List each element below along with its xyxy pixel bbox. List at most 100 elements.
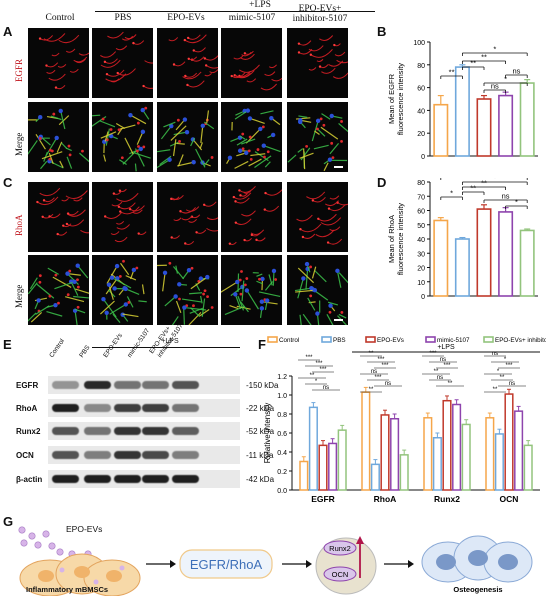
row-label-egfr: EGFR bbox=[14, 58, 24, 82]
chart-b-egfr-intensity: 0 20 40 60 80 100 Mean of EGFRfluorescence int… bbox=[387, 40, 538, 161]
sig-label: ns bbox=[437, 375, 443, 381]
micrograph-tile bbox=[287, 182, 348, 252]
y-axis-label: Relative intensity bbox=[263, 403, 272, 463]
sig-label: ns bbox=[502, 192, 510, 201]
sig-label: ns bbox=[371, 369, 377, 375]
bar bbox=[476, 98, 492, 157]
legend-swatch bbox=[425, 336, 436, 343]
wb-lane-control: Control bbox=[48, 337, 67, 359]
wb-band bbox=[84, 427, 111, 435]
sig-label: ** bbox=[481, 179, 487, 188]
y-tick-label: 40 bbox=[417, 237, 425, 244]
legend-swatch bbox=[321, 336, 332, 343]
legend-entry: PBS bbox=[333, 337, 346, 344]
micrograph-tile bbox=[28, 102, 89, 172]
y-tick-label: 80 bbox=[417, 180, 425, 187]
wb-lps-line bbox=[92, 347, 240, 348]
wb-lane-pbs: PBS bbox=[78, 344, 92, 359]
y-tick-label: 30 bbox=[417, 251, 425, 258]
wb-band bbox=[84, 404, 111, 412]
wb-label-bactin: β-actin bbox=[16, 475, 43, 484]
legend-entry: Control bbox=[279, 337, 299, 344]
micrograph-tile bbox=[287, 255, 348, 325]
y-tick-label: 1.0 bbox=[277, 393, 287, 400]
arrow-3 bbox=[384, 560, 414, 568]
ocn-label: OCN bbox=[332, 570, 349, 579]
wb-band bbox=[172, 381, 199, 389]
micrograph-tile bbox=[92, 102, 153, 172]
row-label-rhoa: RhoA bbox=[14, 214, 24, 236]
y-tick-label: 60 bbox=[417, 86, 425, 93]
y-tick-label: 0 bbox=[421, 294, 425, 301]
panel-letter-a: A bbox=[3, 24, 13, 39]
bar bbox=[498, 94, 514, 157]
col-mimic: mimic-5107 bbox=[228, 13, 276, 23]
sig-label: *** bbox=[443, 363, 451, 369]
micrograph-tile bbox=[221, 255, 282, 325]
lps-header-line bbox=[95, 11, 375, 12]
sig-label: ** bbox=[470, 184, 476, 193]
wb-band bbox=[114, 427, 141, 435]
bar bbox=[380, 414, 390, 491]
nucleus-diagram bbox=[315, 536, 377, 595]
sig-label: * bbox=[450, 189, 453, 198]
micrograph-tile bbox=[287, 28, 348, 98]
legend-swatch bbox=[483, 336, 494, 343]
sig-label: *** bbox=[374, 375, 382, 381]
y-axis-label: Mean of EGFRfluorescence intensity bbox=[387, 63, 405, 135]
bar bbox=[399, 454, 409, 491]
sig-label: ** bbox=[448, 381, 453, 387]
bar bbox=[452, 403, 462, 491]
sig-label: ** bbox=[449, 68, 455, 77]
wb-band bbox=[172, 475, 199, 483]
wb-kda-ocn: -11 kDa bbox=[246, 451, 274, 460]
sig-label: ns bbox=[323, 385, 329, 391]
micrograph-tile bbox=[221, 28, 282, 98]
micrograph-tile bbox=[157, 182, 218, 252]
cells-label: Inflammatory mBMSCs bbox=[26, 585, 108, 594]
legend-swatch bbox=[267, 336, 278, 343]
panel-letter-e: E bbox=[3, 337, 12, 352]
sig-label: ns bbox=[492, 351, 498, 357]
sig-label: ** bbox=[481, 53, 487, 62]
bar bbox=[454, 238, 470, 297]
panel-letter-c: C bbox=[3, 175, 13, 190]
sig-label: ** bbox=[470, 59, 476, 68]
wb-label-egfr: EGFR bbox=[16, 381, 39, 390]
wb-band bbox=[172, 427, 199, 435]
micrograph-tile bbox=[28, 255, 89, 325]
sig-label: *** bbox=[319, 367, 327, 373]
wb-label-runx2: Runx2 bbox=[16, 427, 41, 436]
sig-label: ** bbox=[493, 387, 498, 393]
sig-label: ns bbox=[385, 381, 391, 387]
sig-label: * bbox=[493, 178, 496, 183]
micrograph-tile bbox=[157, 255, 218, 325]
bar bbox=[337, 429, 347, 491]
wb-label-ocn: OCN bbox=[16, 451, 34, 460]
bar bbox=[433, 219, 449, 297]
sig-label: *** bbox=[315, 361, 323, 367]
sig-label: * bbox=[497, 369, 500, 375]
bar bbox=[423, 417, 433, 491]
arrow-2 bbox=[282, 560, 312, 568]
sig-label: ** bbox=[310, 373, 315, 379]
sig-label: * bbox=[493, 45, 496, 54]
y-tick-label: 70 bbox=[417, 194, 425, 201]
sig-label: *** bbox=[429, 351, 437, 357]
y-tick-label: 0.0 bbox=[277, 488, 287, 495]
bar bbox=[485, 417, 495, 491]
bar bbox=[494, 433, 504, 491]
sig-label: *** bbox=[377, 357, 385, 363]
y-tick-label: 100 bbox=[413, 40, 425, 47]
bar bbox=[476, 208, 492, 297]
wb-band bbox=[114, 381, 141, 389]
col-epo-inhib-2: inhibitor-5107 bbox=[292, 14, 348, 24]
micrograph-tile bbox=[221, 182, 282, 252]
sig-label: *** bbox=[381, 363, 389, 369]
micrograph-tile bbox=[287, 102, 348, 172]
panel-letter-f: F bbox=[258, 337, 266, 352]
y-tick-label: 0.2 bbox=[277, 469, 287, 476]
sig-label: * bbox=[504, 357, 507, 363]
y-tick-label: 80 bbox=[417, 63, 425, 70]
sig-label: *** bbox=[505, 363, 513, 369]
